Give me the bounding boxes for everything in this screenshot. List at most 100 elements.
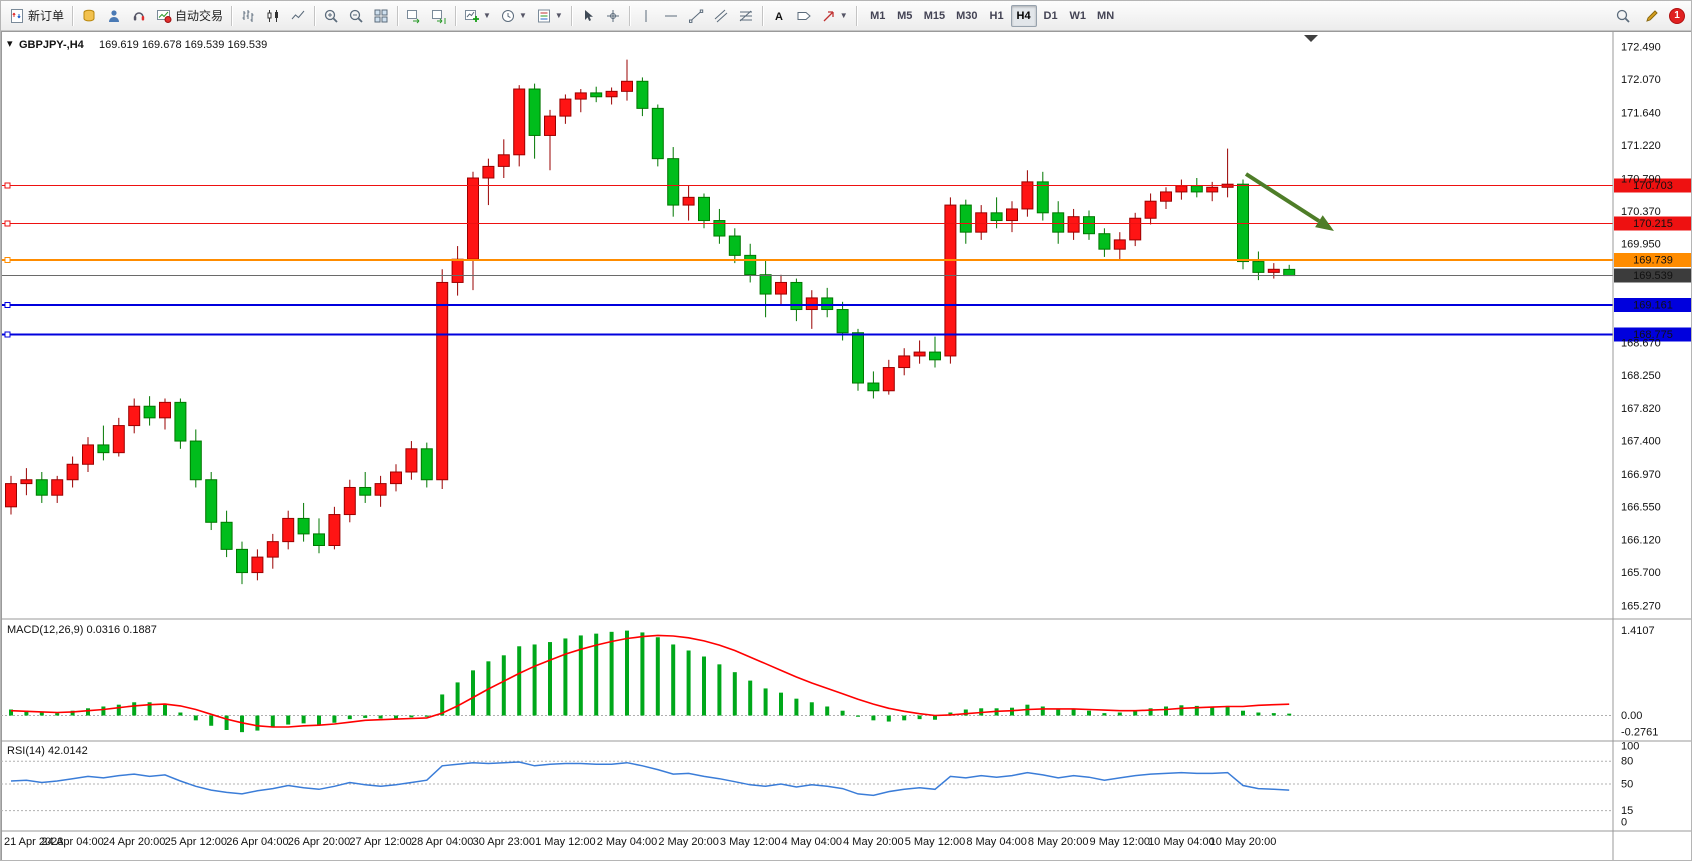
price-badge-label: 169.161 xyxy=(1633,299,1673,311)
candle-body xyxy=(559,98,572,117)
macd-histogram-bar xyxy=(902,715,907,721)
timeframe-H4-button[interactable]: H4 xyxy=(1010,4,1037,27)
auto-scroll-button[interactable] xyxy=(402,4,426,28)
price-axis-label: 168.670 xyxy=(1621,337,1661,349)
window-menu-icon[interactable]: ▾ xyxy=(7,38,13,50)
search-button[interactable] xyxy=(1611,4,1635,28)
notification-badge[interactable]: 1 xyxy=(1669,7,1685,24)
autotrading-button[interactable]: 自动交易 xyxy=(152,4,227,28)
alerts-button[interactable] xyxy=(127,4,151,28)
trendline-button[interactable] xyxy=(684,4,708,28)
template-icon xyxy=(536,8,552,24)
arrow-objects-button[interactable]: ▼ xyxy=(817,4,852,28)
macd-histogram-bar xyxy=(24,710,29,716)
separator xyxy=(314,5,316,26)
timeframe-D1-button[interactable]: D1 xyxy=(1043,9,1058,22)
indicators-button[interactable]: ▼ xyxy=(460,4,495,28)
clock-icon xyxy=(500,8,516,24)
macd-histogram-bar xyxy=(1148,708,1153,716)
text-button[interactable]: A xyxy=(767,4,791,28)
line-chart-icon xyxy=(290,8,306,24)
templates-button[interactable]: ▼ xyxy=(532,4,567,28)
macd-histogram-bar xyxy=(301,715,306,724)
candle-body xyxy=(944,204,957,357)
text-label-button[interactable] xyxy=(792,4,816,28)
zoom-in-button[interactable] xyxy=(319,4,343,28)
macd-histogram-bar xyxy=(963,709,968,716)
price-axis[interactable]: 172.490 172.070 171.640 171.220 170.790 170.3… xyxy=(1621,42,1661,613)
edit-button[interactable] xyxy=(1640,4,1664,28)
time-axis-label: 2 May 20:00 xyxy=(658,836,719,848)
macd-histogram-bar xyxy=(1225,705,1230,716)
line-chart-button[interactable] xyxy=(286,4,310,28)
time-axis-label: 25 Apr 12:00 xyxy=(165,836,227,848)
time-axis-label: 3 May 12:00 xyxy=(720,836,781,848)
macd-histogram-bar xyxy=(825,706,830,716)
macd-histogram-bar xyxy=(440,694,445,716)
macd-histogram-bar xyxy=(209,715,214,726)
timeframe-M1-button[interactable]: M1 xyxy=(870,9,886,22)
bar-chart-button[interactable] xyxy=(236,4,260,28)
horizontal-line-button[interactable] xyxy=(659,4,683,28)
chart-canvas[interactable]: 170.703 170.215 169.739 169.539 169.161 168.7… xyxy=(1,31,1692,861)
toolbar: 新订单 自动交易 ▼ ▼ ▼ A xyxy=(1,1,1691,31)
periods-button[interactable]: ▼ xyxy=(496,4,531,28)
timeframe-M15-button[interactable]: M15 xyxy=(923,9,946,22)
new-order-button[interactable]: 新订单 xyxy=(5,4,68,28)
macd-histogram-bar xyxy=(55,713,60,716)
macd-histogram-bar xyxy=(856,715,860,717)
fibonacci-button[interactable] xyxy=(734,4,758,28)
macd-histogram-bar xyxy=(948,712,953,716)
macd-histogram-bar xyxy=(378,715,383,719)
macd-histogram-bar xyxy=(178,712,183,716)
candle-body xyxy=(220,521,233,550)
separator xyxy=(455,5,457,26)
price-axis-label: 172.070 xyxy=(1621,74,1661,86)
trend-arrow-annotation[interactable] xyxy=(1244,172,1334,231)
separator xyxy=(761,5,763,26)
timeframe-W1-button[interactable]: W1 xyxy=(1069,9,1087,22)
candle-body xyxy=(836,309,849,334)
toolbar-right-group: 1 xyxy=(1611,4,1687,28)
channel-button[interactable] xyxy=(709,4,733,28)
timeframe-M5-button[interactable]: M5 xyxy=(897,9,913,22)
hline-handle[interactable] xyxy=(4,301,11,308)
candlestick-chart-button[interactable] xyxy=(261,4,285,28)
hline-handle[interactable] xyxy=(4,182,11,189)
hline-handle[interactable] xyxy=(4,220,11,227)
timeframe-M30-button[interactable]: M30 xyxy=(956,9,978,22)
candle-body xyxy=(898,355,911,369)
price-axis-label: 170.790 xyxy=(1621,173,1661,185)
candle-body xyxy=(1283,268,1296,277)
tile-windows-button[interactable] xyxy=(369,4,393,28)
timeframe-MN-button[interactable]: MN xyxy=(1097,9,1115,22)
profile-button[interactable] xyxy=(102,4,126,28)
search-icon xyxy=(1615,8,1631,24)
market-watch-button[interactable] xyxy=(77,4,101,28)
vertical-line-button[interactable] xyxy=(634,4,658,28)
price-lines: 170.703 170.215 169.739 169.539 169.161 168.7… xyxy=(1,178,1691,342)
chart-title: ▾ GBPJPY-,H4 169.619 169.678 169.539 169.5… xyxy=(7,38,267,51)
candle-body xyxy=(1098,233,1111,250)
cursor-button[interactable] xyxy=(576,4,600,28)
macd-histogram-bar xyxy=(347,715,352,720)
time-axis-label: 1 May 12:00 xyxy=(535,836,596,848)
separator xyxy=(855,5,857,26)
candle-body xyxy=(189,440,202,481)
timeframe-H1-button[interactable]: H1 xyxy=(989,9,1004,22)
arrow-object-icon xyxy=(821,8,837,24)
zoom-out-button[interactable] xyxy=(344,4,368,28)
hline-handle[interactable] xyxy=(4,331,11,338)
crosshair-button[interactable] xyxy=(601,4,625,28)
macd-histogram-bar xyxy=(578,635,583,716)
hline-handle[interactable] xyxy=(4,257,11,264)
rsi-axis-label: 100 xyxy=(1621,741,1639,753)
chart-shift-marker[interactable] xyxy=(1304,35,1318,42)
candle-body xyxy=(313,533,325,547)
candle-body xyxy=(97,444,110,454)
macd-histogram-bar xyxy=(224,715,229,730)
chart-shift-button[interactable] xyxy=(427,4,451,28)
macd-histogram-bar xyxy=(39,712,44,716)
candle-body xyxy=(297,517,310,535)
